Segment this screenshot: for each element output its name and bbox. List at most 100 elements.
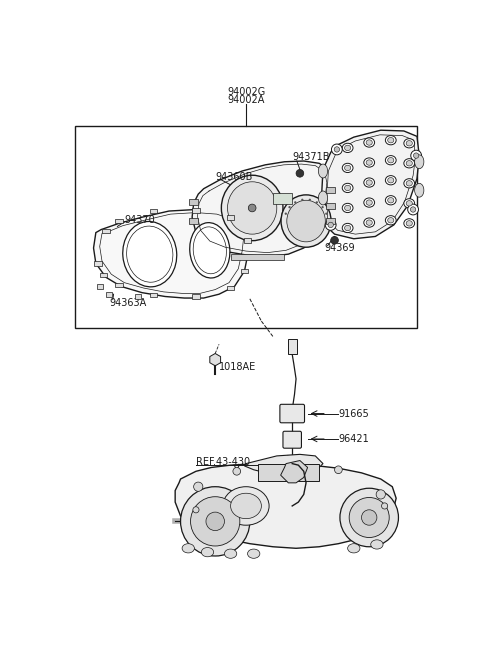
Ellipse shape: [342, 163, 353, 172]
Bar: [273, 193, 292, 204]
Text: 94002G: 94002G: [227, 88, 265, 98]
Polygon shape: [210, 354, 221, 365]
Bar: [150, 209, 157, 214]
Circle shape: [349, 498, 389, 538]
Ellipse shape: [388, 157, 394, 163]
Circle shape: [193, 507, 199, 513]
Ellipse shape: [366, 220, 372, 225]
Circle shape: [180, 487, 250, 556]
Ellipse shape: [388, 138, 394, 143]
Text: 94360B: 94360B: [215, 172, 252, 182]
Bar: [96, 284, 103, 289]
Ellipse shape: [345, 185, 351, 191]
Ellipse shape: [318, 164, 328, 178]
Bar: [227, 215, 234, 219]
Ellipse shape: [287, 200, 325, 242]
Bar: [135, 294, 141, 299]
Circle shape: [334, 147, 339, 152]
Circle shape: [322, 206, 324, 208]
Circle shape: [410, 207, 416, 212]
Bar: [288, 339, 297, 354]
Ellipse shape: [385, 156, 396, 165]
Circle shape: [288, 206, 291, 208]
Circle shape: [191, 496, 240, 546]
Ellipse shape: [406, 200, 412, 206]
Ellipse shape: [388, 178, 394, 183]
Circle shape: [382, 503, 388, 509]
Circle shape: [328, 222, 334, 227]
Circle shape: [193, 482, 203, 491]
Circle shape: [335, 466, 342, 474]
Ellipse shape: [364, 138, 374, 147]
Circle shape: [376, 490, 385, 499]
Circle shape: [309, 198, 311, 201]
Ellipse shape: [345, 205, 351, 211]
Ellipse shape: [345, 145, 351, 151]
Polygon shape: [94, 210, 250, 298]
Ellipse shape: [281, 195, 331, 247]
Ellipse shape: [406, 181, 412, 186]
Polygon shape: [244, 455, 323, 475]
Polygon shape: [281, 460, 308, 483]
Ellipse shape: [201, 548, 214, 557]
Ellipse shape: [364, 158, 374, 167]
Ellipse shape: [388, 198, 394, 203]
Text: 1018AE: 1018AE: [219, 362, 256, 372]
Circle shape: [332, 144, 342, 155]
Circle shape: [301, 198, 303, 201]
Bar: [115, 283, 123, 288]
Bar: [326, 218, 336, 224]
Bar: [240, 269, 248, 273]
Circle shape: [285, 212, 287, 215]
Bar: [102, 229, 110, 233]
Bar: [75, 126, 417, 328]
Circle shape: [411, 150, 421, 161]
Bar: [189, 198, 198, 205]
Bar: [192, 294, 200, 299]
Circle shape: [206, 512, 225, 531]
Ellipse shape: [366, 200, 372, 205]
Bar: [227, 286, 234, 290]
Circle shape: [361, 510, 377, 525]
Text: REF.43-430: REF.43-430: [196, 457, 250, 467]
Circle shape: [325, 219, 336, 231]
Ellipse shape: [228, 182, 277, 234]
Ellipse shape: [364, 218, 374, 227]
Polygon shape: [322, 130, 419, 239]
Ellipse shape: [221, 176, 283, 240]
Ellipse shape: [404, 179, 415, 188]
Text: 94370: 94370: [124, 214, 155, 225]
Ellipse shape: [385, 196, 396, 205]
Ellipse shape: [388, 217, 394, 223]
Ellipse shape: [342, 203, 353, 213]
Bar: [94, 261, 102, 266]
Ellipse shape: [406, 221, 412, 226]
Ellipse shape: [364, 178, 374, 187]
Ellipse shape: [404, 159, 415, 168]
Ellipse shape: [406, 160, 412, 166]
Ellipse shape: [385, 136, 396, 145]
Bar: [244, 238, 252, 242]
Circle shape: [325, 212, 327, 215]
Ellipse shape: [371, 540, 383, 549]
Circle shape: [248, 204, 256, 212]
Ellipse shape: [230, 493, 262, 519]
Text: 94002A: 94002A: [228, 95, 264, 105]
Ellipse shape: [366, 180, 372, 185]
Ellipse shape: [366, 160, 372, 165]
FancyBboxPatch shape: [280, 404, 304, 422]
Circle shape: [340, 488, 398, 547]
Bar: [326, 187, 336, 193]
Text: 94369: 94369: [324, 243, 355, 253]
Ellipse shape: [406, 141, 412, 146]
Ellipse shape: [366, 140, 372, 145]
Bar: [100, 272, 107, 277]
Ellipse shape: [342, 223, 353, 233]
Bar: [258, 464, 319, 481]
Ellipse shape: [123, 221, 177, 287]
Polygon shape: [192, 161, 332, 257]
Bar: [106, 292, 112, 297]
Text: 96421: 96421: [338, 434, 369, 444]
Circle shape: [233, 468, 240, 475]
Ellipse shape: [348, 544, 360, 553]
